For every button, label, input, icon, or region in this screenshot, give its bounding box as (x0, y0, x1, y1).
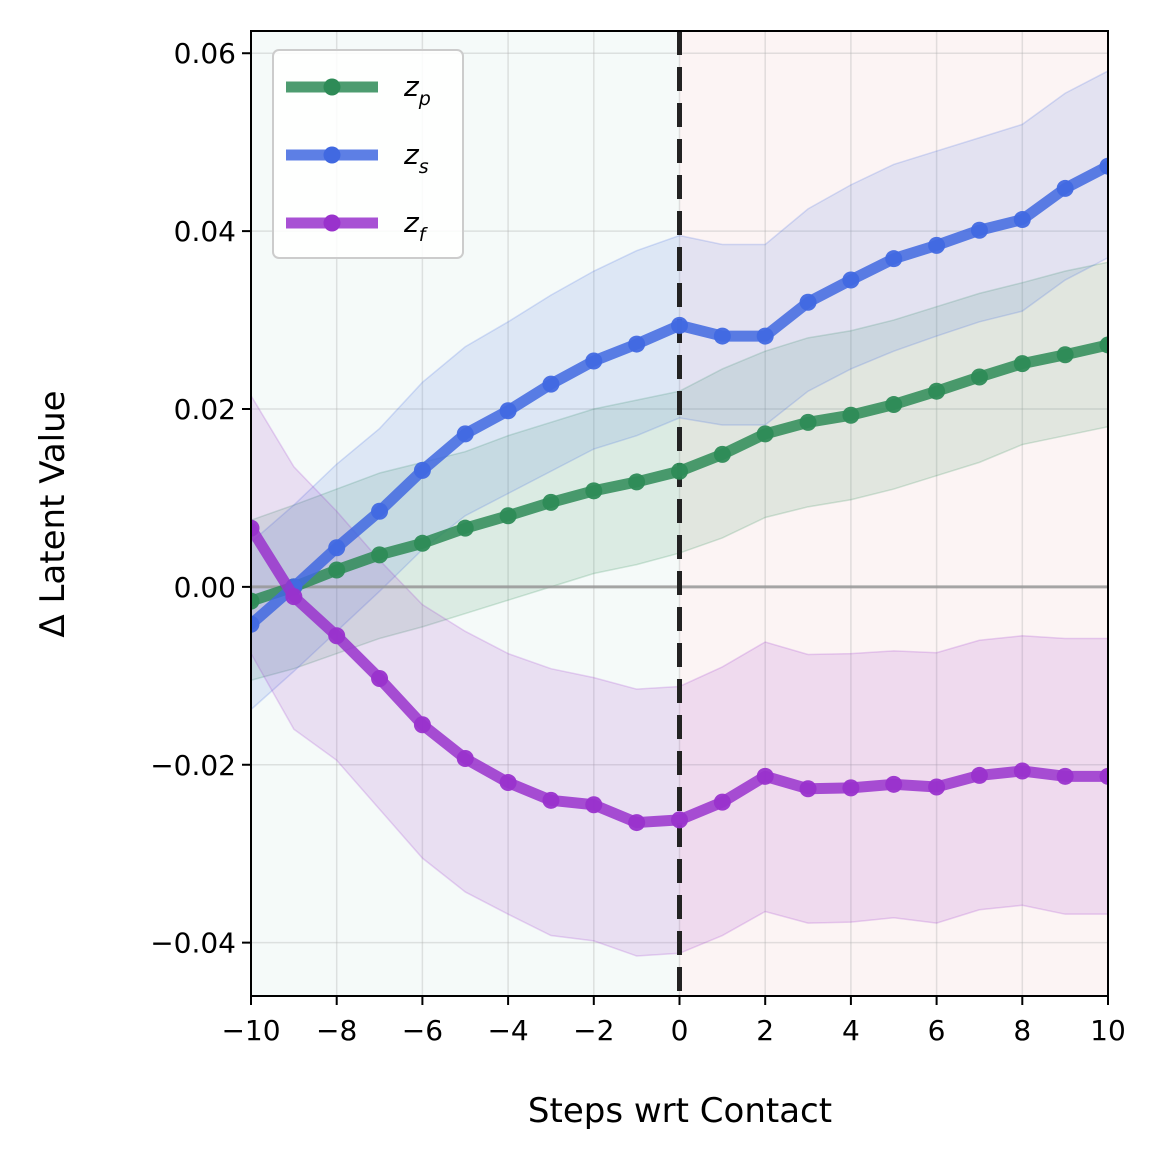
axis-ticks: −10 −8 −6 −4 −2 0 2 4 6 8 10 −0.04 −0.02 0.00 0.02 0.04… (150, 37, 1126, 1047)
x-tick-label: −6 (402, 1014, 443, 1047)
x-tick-label: 8 (1013, 1014, 1031, 1047)
data-point-z_s (756, 327, 774, 345)
data-point-z_f (970, 766, 988, 784)
y-tick-label: 0.06 (174, 37, 236, 70)
x-tick-label: −10 (221, 1014, 280, 1047)
data-point-z_s (842, 271, 860, 289)
data-point-z_p (842, 406, 860, 424)
x-axis-label: Steps wrt Contact (528, 1091, 832, 1131)
data-point-z_p (542, 493, 560, 511)
x-tick-label: −2 (573, 1014, 614, 1047)
data-point-z_f (328, 627, 346, 645)
legend-subscript-z_s: s (419, 156, 429, 178)
data-point-z_f (842, 779, 860, 797)
y-tick-label: 0.02 (174, 393, 236, 426)
data-point-z_p (928, 382, 946, 400)
data-point-z_s (799, 293, 817, 311)
data-point-z_f (371, 669, 389, 687)
data-point-z_p (970, 368, 988, 386)
data-point-z_p (251, 592, 260, 610)
data-point-z_s (713, 327, 731, 345)
legend-marker-z_f (323, 214, 341, 232)
data-point-z_p (1056, 346, 1074, 364)
data-point-z_p (1013, 355, 1031, 373)
data-point-z_s (671, 316, 688, 334)
data-point-z_f (1013, 762, 1031, 780)
y-axis-label: Δ Latent Value (33, 390, 73, 637)
data-point-z_s (628, 335, 646, 353)
data-point-z_s (456, 425, 474, 443)
x-tick-label: 6 (928, 1014, 946, 1047)
data-point-z_p (585, 482, 603, 500)
reference-lines (251, 31, 1108, 996)
data-point-z_s (585, 352, 603, 370)
band-z_s (251, 70, 1108, 711)
legend-marker-z_s (323, 146, 341, 164)
data-point-z_p (628, 473, 646, 491)
data-point-z_s (928, 236, 946, 254)
band-z_f (251, 394, 1108, 957)
data-point-z_f (413, 716, 431, 734)
data-point-z_s (499, 402, 517, 420)
y-tick-label: −0.04 (150, 927, 236, 960)
data-point-z_s (1056, 179, 1074, 197)
data-point-z_s (413, 461, 431, 479)
y-tick-label: 0.04 (174, 215, 236, 248)
legend-subscript-z_f: f (419, 224, 429, 246)
y-tick-label: −0.02 (150, 749, 236, 782)
data-point-z_f (628, 814, 646, 832)
data-point-z_s (1099, 157, 1108, 175)
data-point-z_f (756, 767, 774, 785)
data-point-z_p (456, 519, 474, 537)
data-point-z_f (713, 793, 731, 811)
data-point-z_s (885, 250, 903, 268)
x-tick-label: −4 (487, 1014, 528, 1047)
data-point-z_p (499, 507, 517, 525)
data-point-z_f (285, 588, 303, 606)
data-point-z_f (251, 519, 260, 537)
data-point-z_p (371, 546, 389, 564)
data-point-z_f (542, 791, 560, 809)
x-tick-label: 10 (1090, 1014, 1126, 1047)
data-point-z_f (499, 774, 517, 792)
data-point-z_p (799, 413, 817, 431)
x-tick-label: 2 (756, 1014, 774, 1047)
data-point-z_s (542, 375, 560, 393)
data-point-z_p (1099, 336, 1108, 354)
region-post-contact (679, 31, 1108, 996)
data-point-z_p (713, 445, 731, 463)
x-tick-label: 4 (842, 1014, 860, 1047)
series-lines (251, 157, 1108, 832)
data-point-z_s (251, 615, 260, 633)
legend-marker-z_p (323, 78, 341, 96)
data-point-z_s (371, 502, 389, 520)
x-tick-label: 0 (671, 1014, 689, 1047)
data-point-z_f (928, 778, 946, 796)
data-point-z_p (413, 534, 431, 552)
data-point-z_f (671, 811, 688, 829)
data-point-z_p (328, 561, 346, 579)
data-point-z_f (1099, 767, 1108, 785)
data-point-z_f (456, 750, 474, 768)
data-point-z_p (756, 425, 774, 443)
y-tick-label: 0.00 (174, 571, 236, 604)
data-point-z_s (1013, 211, 1031, 229)
plot-background (251, 31, 1108, 996)
legend-subscript-z_p: p (418, 88, 431, 110)
x-tick-label: −8 (316, 1014, 357, 1047)
data-point-z_p (671, 462, 688, 480)
data-point-z_f (1056, 767, 1074, 785)
data-point-z_s (970, 221, 988, 239)
data-point-z_f (885, 775, 903, 793)
data-point-z_f (585, 796, 603, 814)
data-point-z_p (885, 396, 903, 414)
data-point-z_f (799, 780, 817, 798)
data-point-z_s (328, 539, 346, 557)
